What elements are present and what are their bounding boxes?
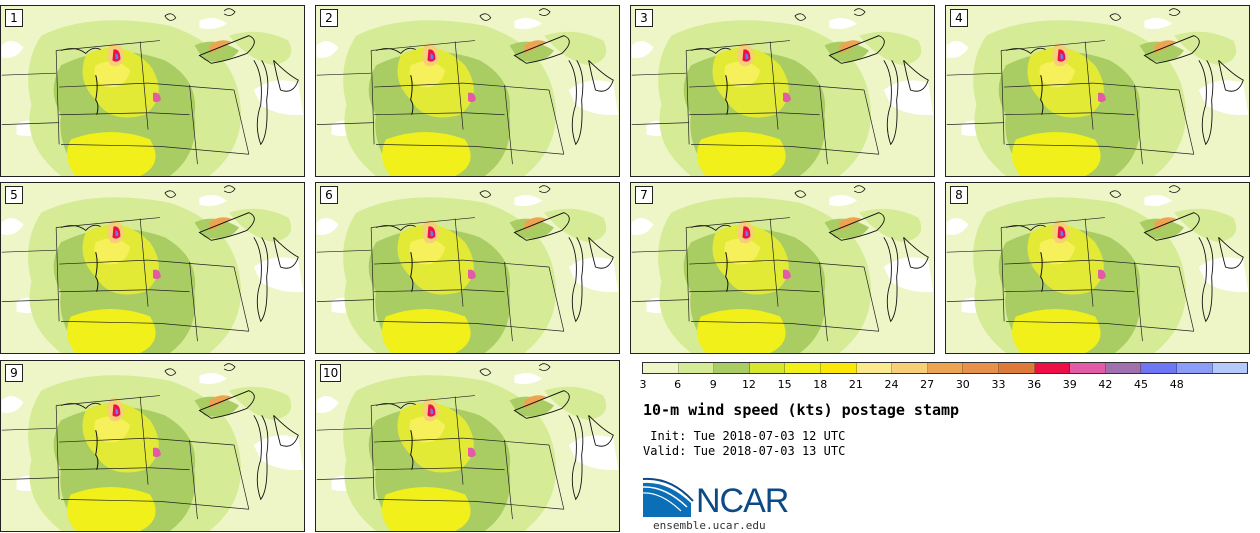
colorbar-segment (749, 363, 786, 373)
member-number-label: 5 (5, 186, 23, 204)
ensemble-member-panel-2: 2 (315, 5, 620, 177)
colorbar-segment (678, 363, 715, 373)
member-number-label: 10 (320, 364, 342, 382)
ensemble-member-panel-9: 9 (0, 360, 305, 532)
colorbar-tick-label: 45 (1134, 378, 1149, 391)
member-number-label: 6 (320, 186, 338, 204)
colorbar-tick-label: 9 (709, 378, 717, 391)
colorbar-tick-label: 12 (741, 378, 756, 391)
wind-speed-map (316, 183, 619, 353)
colorbar-segment (1141, 363, 1177, 373)
colorbar-segment (1176, 363, 1213, 373)
colorbar-tick-label: 42 (1098, 378, 1113, 391)
site-url[interactable]: ensemble.ucar.edu (653, 519, 766, 532)
colorbar-segment (643, 363, 679, 373)
colorbar-tick-label: 39 (1062, 378, 1077, 391)
colorbar-tick-label: 21 (848, 378, 863, 391)
ensemble-member-panel-8: 8 (945, 182, 1250, 354)
colorbar-segment (1034, 363, 1071, 373)
colorbar-segment (963, 363, 999, 373)
ncar-logo-text: NCAR (696, 482, 789, 520)
member-number-label: 8 (950, 186, 968, 204)
init-time-label: Init: Tue 2018-07-03 12 UTC (643, 429, 846, 443)
ensemble-member-panel-6: 6 (315, 182, 620, 354)
colorbar-tick-label: 36 (1027, 378, 1042, 391)
colorbar-segment (1105, 363, 1142, 373)
member-number-label: 3 (635, 9, 653, 27)
ensemble-member-panel-1: 1 (0, 5, 305, 177)
colorbar-tick-label: 33 (991, 378, 1006, 391)
wind-speed-map (316, 6, 619, 176)
colorbar-tick-label: 3 (639, 378, 647, 391)
colorbar-segment (927, 363, 964, 373)
wind-speed-map (946, 183, 1249, 353)
colorbar-tick-label: 27 (920, 378, 935, 391)
chart-title: 10-m wind speed (kts) postage stamp (643, 401, 960, 419)
colorbar-segment (856, 363, 893, 373)
valid-time-label: Valid: Tue 2018-07-03 13 UTC (643, 444, 846, 458)
wind-speed-map (631, 6, 934, 176)
member-number-label: 9 (5, 364, 23, 382)
member-number-label: 7 (635, 186, 653, 204)
colorbar-segment (820, 363, 857, 373)
colorbar-tick-label: 24 (884, 378, 899, 391)
ncar-logo-icon (643, 477, 694, 517)
wind-speed-map (946, 6, 1249, 176)
wind-speed-map (1, 6, 304, 176)
wind-speed-map (1, 361, 304, 531)
ensemble-member-panel-7: 7 (630, 182, 935, 354)
wind-speed-map (316, 361, 619, 531)
ensemble-member-panel-10: 10 (315, 360, 620, 532)
colorbar-tick-label: 18 (813, 378, 828, 391)
ensemble-member-panel-4: 4 (945, 5, 1250, 177)
colorbar-segment (785, 363, 821, 373)
member-number-label: 1 (5, 9, 23, 27)
colorbar-tick-label: 6 (674, 378, 682, 391)
colorbar-segment (714, 363, 750, 373)
colorbar-tick-label: 30 (955, 378, 970, 391)
colorbar-segment (1212, 363, 1248, 373)
ensemble-member-panel-5: 5 (0, 182, 305, 354)
colorbar-segment (998, 363, 1035, 373)
colorbar-tick-label: 15 (777, 378, 792, 391)
wind-speed-map (1, 183, 304, 353)
member-number-label: 2 (320, 9, 338, 27)
wind-speed-colorbar (642, 362, 1248, 374)
member-number-label: 4 (950, 9, 968, 27)
colorbar-tick-labels: 3 6 9 12 15 18 21 24 27 30 33 36 39 42 45 48 (639, 378, 1248, 392)
ensemble-member-panel-3: 3 (630, 5, 935, 177)
wind-speed-map (631, 183, 934, 353)
colorbar-segment (892, 363, 928, 373)
colorbar-segment (1070, 363, 1106, 373)
colorbar-tick-label: 48 (1169, 378, 1184, 391)
